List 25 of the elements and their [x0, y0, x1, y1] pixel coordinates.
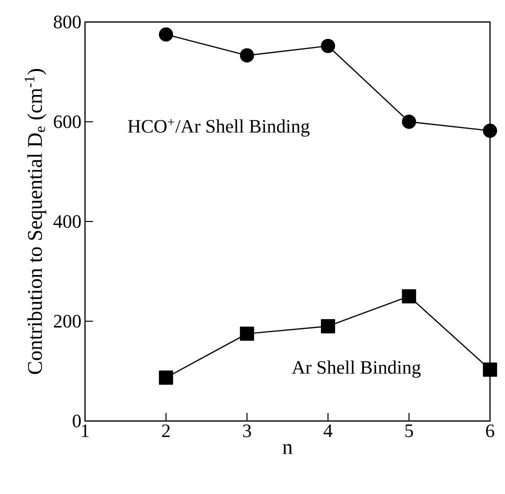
x-tick-label: 2: [162, 424, 170, 438]
annotation: Ar Shell Binding: [292, 360, 421, 378]
x-tick-label: 1: [82, 424, 89, 437]
y-tick-label: 400: [53, 215, 81, 228]
point: [320, 38, 336, 54]
point: [240, 326, 254, 341]
point: [158, 27, 174, 42]
x-tick-label: 3: [243, 424, 251, 438]
y-tick-label: 800: [54, 16, 81, 28]
y-tick-label: 200: [54, 314, 81, 328]
x-tick-label: 4: [324, 424, 332, 437]
point: [482, 124, 498, 138]
point: [482, 362, 498, 377]
y-tick-label: 600: [54, 115, 81, 128]
point: [402, 114, 416, 129]
point: [158, 370, 174, 385]
point: [402, 289, 416, 304]
point: [240, 48, 254, 63]
annotation: HCO$^{+}$/Ar Shell Binding: [128, 118, 310, 137]
y-axis-title: Contribution to Sequential D$_{e}$ (cm$^{-1}$): [24, 69, 46, 374]
x-axis-title: n: [282, 444, 292, 454]
x-tick-label: 5: [405, 424, 413, 438]
point: [320, 319, 336, 334]
x-tick-label: 6: [486, 424, 494, 438]
y-tick-label: 0: [72, 414, 81, 428]
